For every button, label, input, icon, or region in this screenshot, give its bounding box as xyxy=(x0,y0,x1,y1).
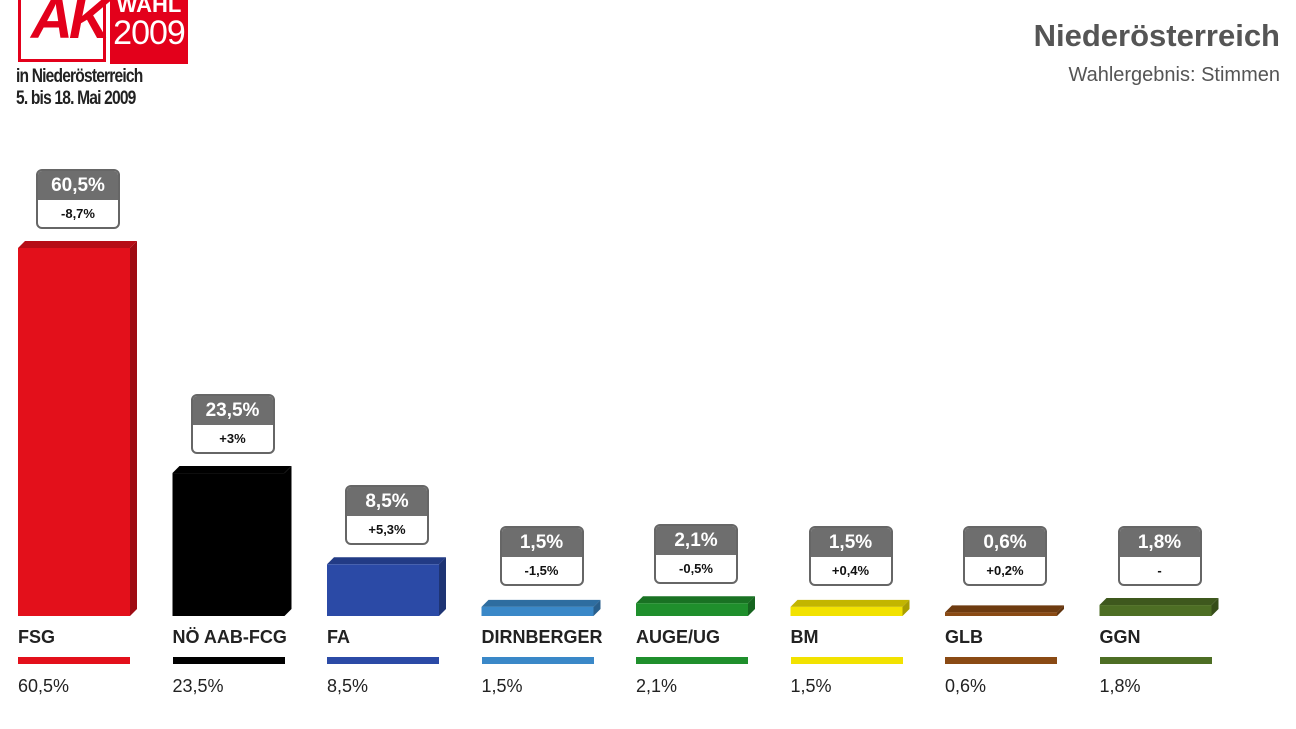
bar-8 xyxy=(1099,598,1219,616)
value-callout: 8,5% +5,3% xyxy=(345,485,429,546)
callout-percent: 1,5% xyxy=(501,528,582,557)
bar-4 xyxy=(481,599,601,616)
bar-top-face xyxy=(18,241,137,248)
callout-change: -8,7% xyxy=(61,206,95,221)
callout-change: -0,5% xyxy=(679,561,713,577)
value-callout: 1,5% +0,4% xyxy=(808,526,893,586)
bar-front-face xyxy=(636,603,748,616)
callout-percent: 1,5% xyxy=(810,528,891,557)
category-color-line xyxy=(481,657,594,664)
value-callout: 1,5% -1,5% xyxy=(499,526,584,586)
value-label: 23,5% xyxy=(172,676,224,696)
bar-1 xyxy=(18,241,137,616)
value-label: 2,1% xyxy=(636,676,678,696)
bar-top-face xyxy=(1099,598,1219,606)
value-label: 8,5% xyxy=(327,676,369,696)
bar-7 xyxy=(945,605,1064,616)
bar-side-face xyxy=(284,466,292,616)
bar-side-face xyxy=(1211,598,1219,616)
bar-5 xyxy=(636,596,755,616)
bar-front-face xyxy=(18,248,130,616)
callout-percent: 8,5% xyxy=(347,487,427,517)
chart-subtitle: Wahlergebnis: Stimmen xyxy=(1068,64,1280,86)
category-label: GLB xyxy=(945,627,983,647)
bar-top-face xyxy=(636,596,755,604)
value-label: 1,8% xyxy=(1099,676,1141,696)
bar-6 xyxy=(790,599,910,616)
bar-side-face xyxy=(748,596,755,616)
bar-top-face xyxy=(327,557,446,565)
bar-top-face xyxy=(790,599,910,607)
category-color-line xyxy=(18,657,130,664)
category-label: DIRNBERGER xyxy=(481,627,603,647)
ak-wahl-logo: AK WAHL 2009 in Niederösterreich 5. bis … xyxy=(14,0,204,115)
category-label: AUGE/UG xyxy=(636,627,721,647)
bar-3 xyxy=(327,557,446,616)
callout-percent: 60,5% xyxy=(38,171,118,200)
category-color-line xyxy=(1099,657,1212,664)
bar-2 xyxy=(172,466,292,616)
callout-change: +0,2% xyxy=(986,563,1024,578)
category-label: FSG xyxy=(18,627,56,647)
wahl-text: WAHL xyxy=(116,0,182,17)
bar-front-face xyxy=(1099,605,1212,616)
bar-side-face xyxy=(1057,605,1064,616)
category-label: GGN xyxy=(1099,627,1141,647)
value-label: 0,6% xyxy=(945,676,987,696)
chart-title: Niederösterreich xyxy=(1033,18,1280,53)
bar-top-face xyxy=(172,466,292,474)
callout-change: - xyxy=(1157,563,1162,578)
value-label: 60,5% xyxy=(18,676,70,696)
wahl-2009-badge: WAHL 2009 xyxy=(110,0,188,64)
value-callout: 1,8% - xyxy=(1117,526,1202,586)
category-color-line xyxy=(172,657,285,664)
category-label: NÖ AAB-FCG xyxy=(172,627,287,647)
bar-side-face xyxy=(902,599,910,616)
value-callout: 2,1% -0,5% xyxy=(654,524,738,585)
value-callout: 60,5% -8,7% xyxy=(36,169,120,229)
value-label: 1,5% xyxy=(481,676,523,696)
logo-region-line: in Niederösterreich xyxy=(16,66,143,87)
callout-change: -1,5% xyxy=(524,563,559,578)
callout-change: +3% xyxy=(219,431,246,447)
category-color-line xyxy=(790,657,903,664)
value-label: 1,5% xyxy=(790,676,832,696)
bar-front-face xyxy=(172,473,285,616)
value-callout: 23,5% +3% xyxy=(190,394,275,455)
bar-front-face xyxy=(945,612,1057,616)
bar-front-face xyxy=(790,606,903,616)
bar-front-face xyxy=(327,564,439,616)
callout-percent: 0,6% xyxy=(965,528,1045,557)
callout-percent: 2,1% xyxy=(656,526,736,556)
category-color-line xyxy=(945,657,1057,664)
callout-change: +0,4% xyxy=(831,563,870,578)
category-label: FA xyxy=(327,627,351,647)
bar-side-face xyxy=(130,241,137,616)
callout-change: +5,3% xyxy=(368,522,406,538)
bar-top-face xyxy=(945,605,1064,613)
bar-side-face xyxy=(593,599,601,616)
logo-date-line: 5. bis 18. Mai 2009 xyxy=(16,88,136,109)
value-callout: 0,6% +0,2% xyxy=(963,526,1047,586)
bar-front-face xyxy=(481,606,594,616)
ak-logo-text: AK xyxy=(31,0,111,51)
bar-side-face xyxy=(439,557,446,616)
callout-percent: 23,5% xyxy=(192,396,273,426)
bar-top-face xyxy=(481,599,601,607)
wahl-year: 2009 xyxy=(113,14,186,52)
callout-percent: 1,8% xyxy=(1119,528,1200,557)
ak-logo-box: AK xyxy=(18,0,111,62)
category-label: BM xyxy=(790,627,819,647)
category-color-line xyxy=(327,657,439,664)
category-color-line xyxy=(636,657,748,664)
